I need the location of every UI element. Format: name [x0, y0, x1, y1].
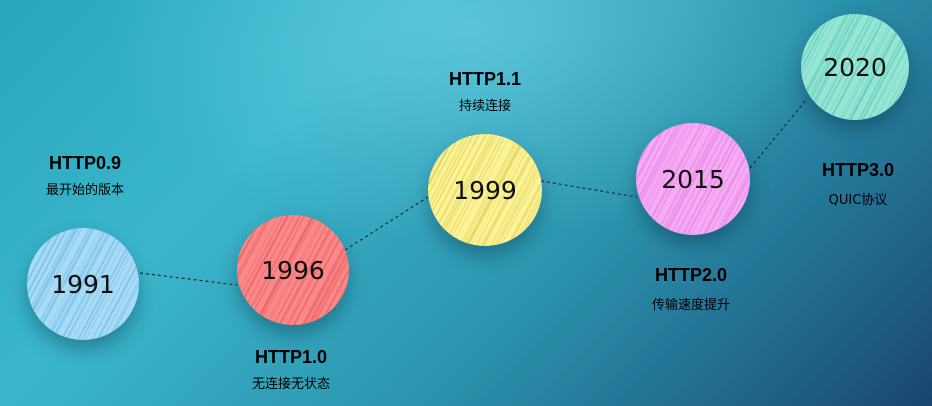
milestone-year: 2020	[823, 52, 887, 82]
connector-2015-2020	[749, 98, 808, 169]
milestone-version-label: HTTP2.0	[654, 265, 728, 285]
milestone-version-label: HTTP1.1	[448, 69, 522, 89]
milestone-circle-2020: 2020	[801, 14, 909, 120]
milestone-description: 最开始的版本	[45, 183, 124, 198]
connector-1996-1999	[344, 196, 429, 251]
milestone-circle-1996: 1996	[237, 215, 349, 325]
milestone-version-label: HTTP3.0	[821, 160, 895, 180]
milestone-description: QUIC协议	[828, 193, 888, 208]
milestone-description: 传输速度提升	[651, 298, 730, 313]
milestone-version-label: HTTP1.0	[254, 347, 328, 367]
milestone-circle-1991: 1991	[27, 228, 139, 340]
connector-1991-1996	[139, 272, 238, 286]
milestone-circle-1999: 1999	[428, 134, 542, 246]
connector-1999-2015	[540, 180, 638, 198]
milestone-circle-2015: 2015	[636, 123, 750, 235]
circle-scribble	[27, 228, 139, 340]
circle-scribble	[237, 215, 349, 325]
milestone-year: 1996	[261, 255, 325, 285]
circle-scribble	[801, 14, 909, 120]
milestone-year: 1999	[453, 175, 517, 205]
milestone-year: 1991	[51, 269, 115, 299]
circle-scribble	[636, 123, 750, 235]
milestone-description: 无连接无状态	[251, 377, 330, 392]
milestone-year: 2015	[661, 164, 725, 194]
circle-scribble	[428, 134, 542, 246]
milestone-version-label: HTTP0.9	[48, 153, 122, 173]
milestone-description: 持续连接	[458, 99, 511, 114]
